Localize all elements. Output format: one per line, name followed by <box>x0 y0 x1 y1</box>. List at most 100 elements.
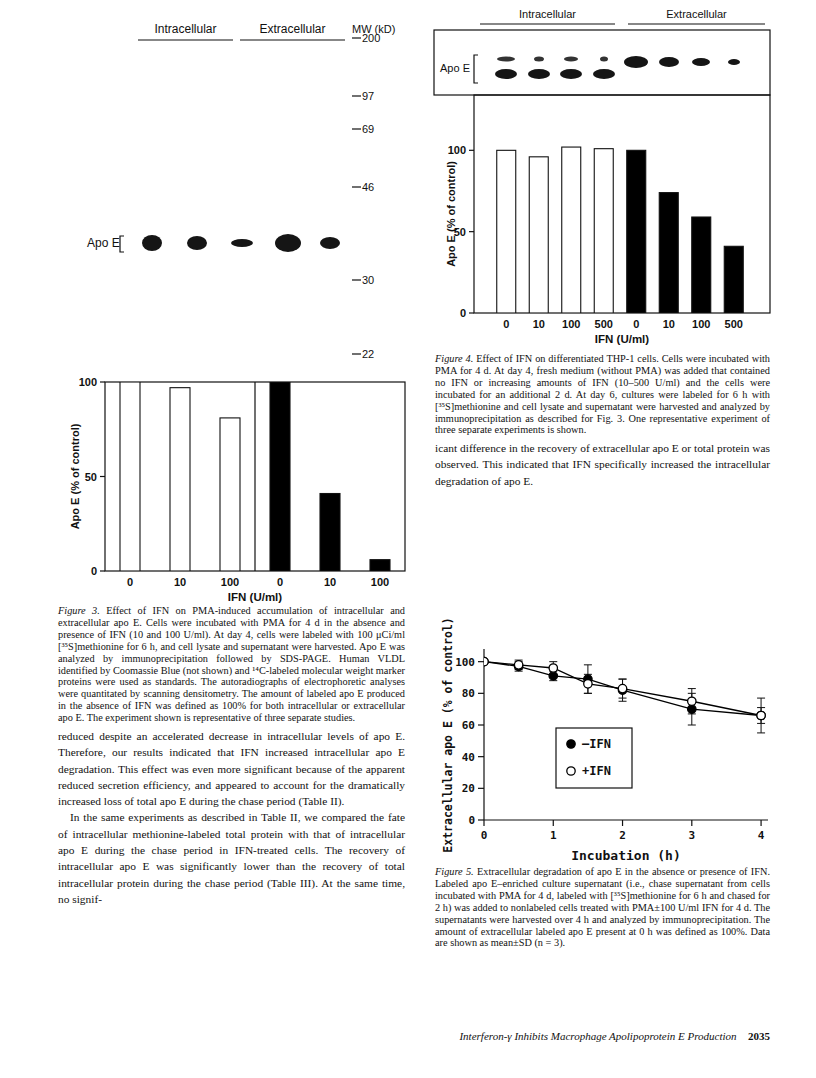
x-tick-label: 4 <box>758 829 765 842</box>
bar <box>270 382 290 571</box>
y-tick-label: 80 <box>462 687 475 700</box>
gel-band <box>187 236 207 250</box>
paragraph: icant difference in the recovery of extr… <box>435 440 770 489</box>
caption-label: Figure 4. <box>435 353 473 364</box>
gel-band <box>624 56 648 68</box>
x-tick-label: 0 <box>503 318 509 330</box>
legend-label: –IFN <box>582 737 611 751</box>
x-axis-title: IFN (U/ml) <box>595 333 649 345</box>
paragraph-text: icant difference in the recovery of extr… <box>435 442 770 487</box>
gel-header: Extracellular <box>259 22 325 36</box>
marker <box>567 740 575 748</box>
gel-band <box>528 69 550 79</box>
mw-dash <box>352 95 361 96</box>
y-tick <box>100 476 105 477</box>
gel-band <box>593 69 615 79</box>
band-label: Apo E <box>440 62 470 74</box>
marker <box>584 680 592 688</box>
page-number: 2035 <box>748 1030 770 1042</box>
x-tick <box>622 820 623 826</box>
mw-dash <box>352 128 361 129</box>
bar <box>659 193 678 313</box>
plot-frame <box>105 382 405 571</box>
bar <box>370 560 390 571</box>
mw-label: 97 <box>362 90 374 102</box>
y-tick <box>478 756 484 757</box>
y-tick-label: 20 <box>462 782 475 795</box>
error-cap <box>688 688 696 689</box>
mw-label: 46 <box>362 181 374 193</box>
bar <box>529 157 548 313</box>
header-rule <box>480 23 615 24</box>
marker <box>757 711 765 719</box>
bracket <box>474 55 478 83</box>
series-line <box>484 662 761 716</box>
series-line <box>484 662 761 716</box>
mw-dash <box>352 37 361 38</box>
y-axis-title: Apo E (% of control) <box>445 161 457 267</box>
gel-band <box>560 69 582 79</box>
gel-band <box>728 59 740 65</box>
body-text: icant difference in the recovery of extr… <box>435 440 770 489</box>
x-axis <box>484 819 768 820</box>
x-tick-label: 0 <box>481 829 488 842</box>
y-tick-label: 40 <box>462 751 475 764</box>
mw-label: 22 <box>362 348 374 360</box>
y-tick-label: 100 <box>79 376 97 388</box>
gel-band <box>495 69 517 79</box>
caption: Figure 5. Extracellular degradation of a… <box>435 866 770 949</box>
y-tick <box>100 381 105 382</box>
bar <box>692 217 711 313</box>
error-cap <box>584 693 592 694</box>
bar <box>220 418 240 571</box>
y-tick <box>478 724 484 725</box>
bars <box>120 382 390 571</box>
y-tick <box>100 570 105 571</box>
marker <box>567 767 575 775</box>
x-tick-label: 100 <box>371 576 389 588</box>
y-tick-label: 100 <box>455 656 475 669</box>
error-cap <box>619 698 627 699</box>
y-tick-label: 50 <box>85 471 97 483</box>
x-tick <box>691 820 692 826</box>
error-cap <box>584 664 592 665</box>
y-axis-title: Extracellular apo E (% of control) <box>441 617 455 852</box>
bar <box>170 388 190 571</box>
y-tick <box>478 788 484 789</box>
bar <box>562 147 581 313</box>
caption-text: Effect of IFN on PMA-induced accumulatio… <box>58 605 405 723</box>
y-tick <box>469 312 474 313</box>
y-tick <box>469 150 474 151</box>
y-tick-label: 60 <box>462 719 475 732</box>
gel-band <box>497 57 515 62</box>
caption: Figure 3. Effect of IFN on PMA-induced a… <box>58 605 405 724</box>
header-rule <box>138 39 233 40</box>
body-text: reduced despite an accelerated decrease … <box>58 728 405 907</box>
x-tick-label: 10 <box>174 576 186 588</box>
x-axis-title: Incubation (h) <box>571 848 681 863</box>
error-cap <box>688 725 696 726</box>
plot-frame <box>474 95 770 313</box>
y-tick <box>478 693 484 694</box>
gel-band <box>231 239 253 247</box>
bar <box>724 246 743 313</box>
footer: Interferon-γ Inhibits Macrophage Apolipo… <box>300 1028 770 1044</box>
error-bar <box>757 698 765 733</box>
gel-band <box>534 57 544 62</box>
x-tick <box>553 820 554 826</box>
error-cap <box>584 693 592 694</box>
x-tick-label: 100 <box>221 576 239 588</box>
gel-band <box>275 234 301 252</box>
marker <box>688 697 696 705</box>
gel-band <box>320 237 340 249</box>
error-cap <box>757 732 765 733</box>
error-bar <box>584 674 592 693</box>
error-cap <box>549 661 557 662</box>
error-bar <box>619 679 627 698</box>
paragraph-text: In the same experiments as described in … <box>58 811 405 904</box>
bar <box>627 150 646 313</box>
gel-band <box>142 235 162 251</box>
error-cap <box>619 679 627 680</box>
bar <box>320 494 340 571</box>
caption-text: Effect of IFN on differentiated THP-1 ce… <box>435 353 770 435</box>
